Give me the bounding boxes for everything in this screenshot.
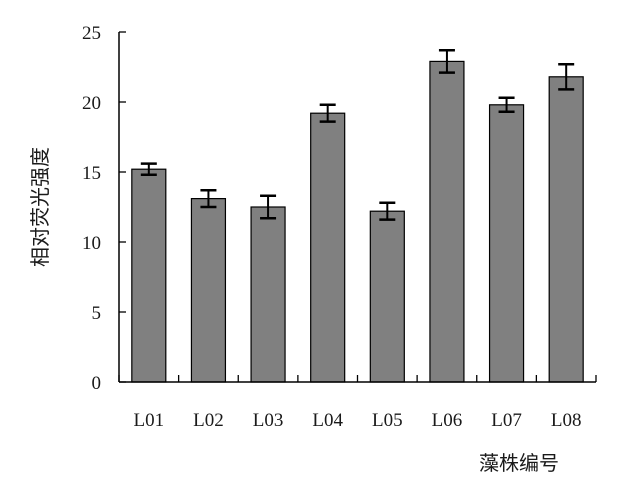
y-tick-label: 0 <box>92 373 102 394</box>
y-tick-label: 25 <box>82 23 101 44</box>
bar <box>548 76 584 383</box>
bar <box>250 206 286 383</box>
y-ticks-layer: 0 5 10 15 20 25 <box>82 23 126 394</box>
x-tick-label: L01 <box>134 410 165 431</box>
x-tick-label: L08 <box>551 410 582 431</box>
bar <box>190 198 227 383</box>
bars-layer <box>131 60 584 383</box>
y-tick-label: 15 <box>82 163 101 184</box>
error-bars-layer <box>140 48 575 221</box>
bar <box>310 112 346 383</box>
bar <box>131 168 167 383</box>
x-tick-label: L06 <box>432 410 463 431</box>
x-tick-label: L02 <box>193 410 224 431</box>
x-tick-label: L04 <box>312 410 343 431</box>
bar <box>369 210 405 383</box>
bar <box>488 104 525 383</box>
y-tick-label: 5 <box>92 303 102 324</box>
x-tick-label: L03 <box>253 410 284 431</box>
x-tick-label: L07 <box>491 410 522 431</box>
x-axis-title: 藻株编号 <box>479 452 559 475</box>
y-tick-label: 10 <box>82 233 101 254</box>
bar <box>429 60 465 383</box>
y-tick-label: 20 <box>82 93 101 114</box>
x-ticks-layer: L01 L02 L03 L04 L05 L06 L07 L08 <box>118 375 597 431</box>
y-axis-title: 相对荧光强度 <box>29 147 52 267</box>
x-tick-label: L05 <box>372 410 403 431</box>
